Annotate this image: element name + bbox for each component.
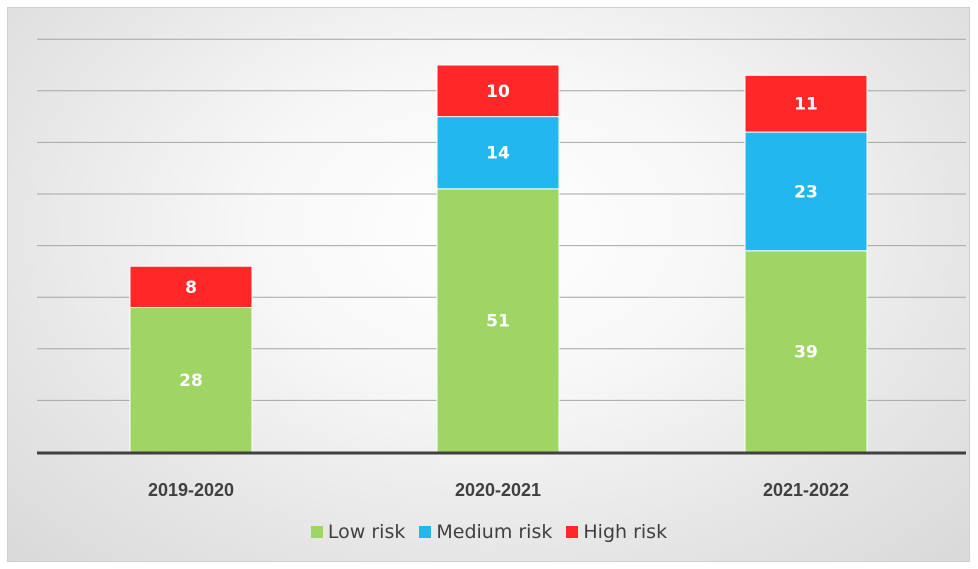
legend-item-medium-risk: Medium risk [419,521,552,543]
legend: Low risk Medium risk High risk [0,521,978,543]
bars [129,64,868,453]
bar-low-risk [436,188,560,453]
bar-high-risk [129,265,253,309]
legend-swatch [566,526,579,538]
legend-label: High risk [583,521,668,543]
legend-item-high-risk: High risk [566,521,667,543]
data-label-high-risk: 8 [185,278,197,298]
data-labels: 28 8 51 14 10 39 23 11 [179,82,818,391]
data-label-medium-risk: 14 [486,144,510,164]
data-label-low-risk: 28 [179,371,203,391]
data-label-medium-risk: 23 [794,182,818,202]
bar-medium-risk [436,116,560,190]
legend-swatch [310,526,323,538]
x-tick-label: 2020-2021 [455,480,541,500]
x-axis: 2019-2020 2020-2021 2021-2022 [37,451,966,500]
legend-label: Low risk [327,521,406,543]
bar-high-risk [744,74,868,133]
data-label-low-risk: 51 [486,311,510,331]
data-label-low-risk: 39 [794,342,818,362]
legend-item-low-risk: Low risk [310,521,406,543]
data-label-high-risk: 11 [794,95,818,115]
legend-swatch [419,526,432,538]
x-tick-label: 2019-2020 [148,480,234,500]
x-tick-label: 2021-2022 [763,480,849,500]
data-label-high-risk: 10 [486,82,510,102]
bar-medium-risk [744,131,868,252]
legend-label: Medium risk [436,521,553,543]
bar-low-risk [129,307,253,453]
bar-high-risk [436,64,560,118]
